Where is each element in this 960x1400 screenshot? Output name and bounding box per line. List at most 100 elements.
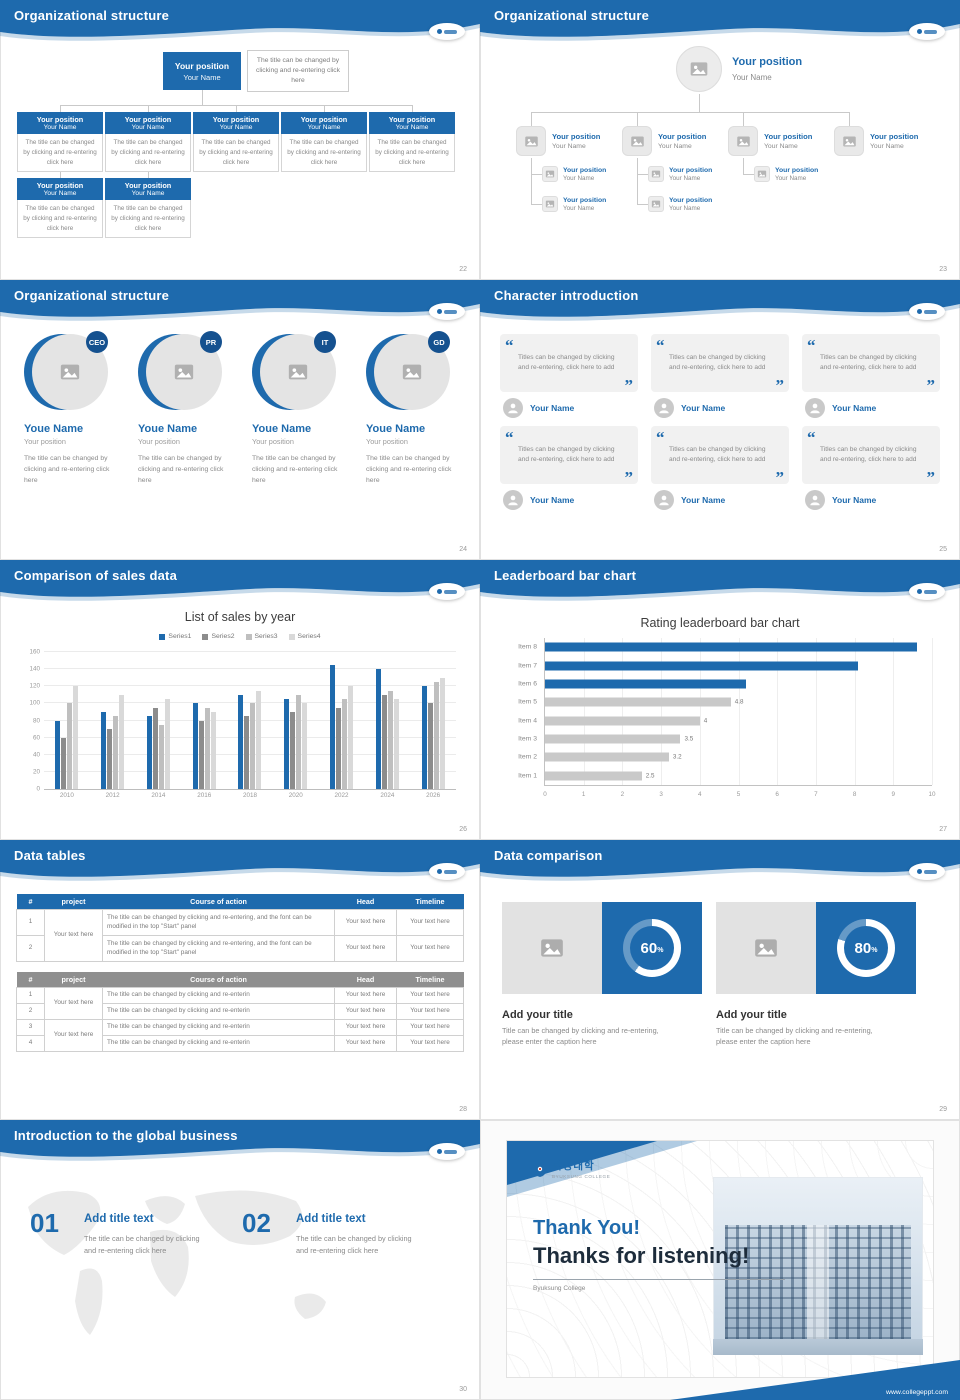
bar-value-label: 3.2 <box>672 753 682 761</box>
percent-value: 80 <box>854 939 872 957</box>
cell-timeline: Your text here <box>396 1019 464 1036</box>
table-header-row: # project Course of action Head Timeline <box>16 894 464 910</box>
x-axis-tick: 2024 <box>380 792 395 799</box>
quote-author-name: Your Name <box>681 495 726 505</box>
open-quote-icon: “ <box>656 428 665 447</box>
bar-value-label: 4.8 <box>734 698 744 706</box>
item-content: Add title text The title can be changed … <box>296 1213 437 1256</box>
slide-title: Organizational structure <box>14 8 170 23</box>
avatar <box>503 490 523 510</box>
slide-30-global-business[interactable]: Introduction to the global business 01 A… <box>0 1120 480 1400</box>
col-header-head: Head <box>334 972 397 988</box>
connector-line <box>637 158 638 204</box>
data-table-gray: # project Course of action Head Timeline… <box>16 972 464 1052</box>
org-mini-photo <box>542 166 558 182</box>
bar-Series3-2022 <box>342 699 348 789</box>
org-node-position: Your position <box>552 132 601 141</box>
bar-Item 8 <box>545 642 917 652</box>
gridline <box>44 651 456 652</box>
college-name-english: BYUKSUNG COLLEGE <box>552 1173 611 1179</box>
slide-25-character-introduction[interactable]: Character introduction “ Titles can be c… <box>480 280 960 560</box>
slide-23-org-structure[interactable]: Organizational structure Your position Y… <box>480 0 960 280</box>
y-axis-tick: 140 <box>29 665 40 673</box>
y-axis-label: Item 3 <box>518 735 537 743</box>
x-axis-tick: 9 <box>891 791 896 798</box>
org-box-body: The title can be changed by clicking and… <box>193 134 279 173</box>
donut-chart: 60 % <box>623 919 681 977</box>
legend-label: Series2 <box>211 633 235 640</box>
slide-thank-you[interactable]: 벽성대학 BYUKSUNG COLLEGE Thank You! Thanks … <box>480 1120 960 1400</box>
org-node-position: Your position <box>658 132 707 141</box>
y-axis-label: Item 1 <box>518 772 537 780</box>
connector-line <box>60 171 61 178</box>
org-box-position: Your position <box>212 115 260 124</box>
slide-29-data-comparison[interactable]: Data comparison 60 <box>480 840 960 1120</box>
table-row: 1 Your text here The title can be change… <box>16 909 464 962</box>
connector-line <box>531 204 542 205</box>
org-node-photo <box>728 126 758 156</box>
panel-squares: 60 % <box>502 902 702 994</box>
y-axis-label: Item 2 <box>518 753 537 761</box>
connector-line <box>324 105 325 112</box>
open-quote-icon: “ <box>505 336 514 355</box>
header-logo-badge <box>909 303 945 320</box>
x-axis-tick: 1 <box>581 791 586 798</box>
image-placeholder-icon <box>174 364 194 380</box>
slide-26-sales-comparison-chart[interactable]: Comparison of sales data List of sales b… <box>0 560 480 840</box>
org-root-position: Your position <box>174 60 230 71</box>
slide-title: Comparison of sales data <box>14 568 178 583</box>
member-avatar: PR <box>138 331 222 412</box>
slide-27-leaderboard-chart[interactable]: Leaderboard bar chart Rating leaderboard… <box>480 560 960 840</box>
connector-line <box>743 112 744 126</box>
org-box-position: Your position <box>36 115 84 124</box>
org-node-photo <box>834 126 864 156</box>
slide-22-org-structure[interactable]: Organizational structure Your position Y… <box>0 0 480 280</box>
connector-line <box>849 112 850 126</box>
member-description: The title can be changed by clicking and… <box>138 455 224 484</box>
image-placeholder-icon <box>757 170 767 178</box>
slide-24-org-structure[interactable]: Organizational structure CEO Youe Na <box>0 280 480 560</box>
panel-caption: Title can be changed by clicking and re-… <box>716 1026 873 1046</box>
bar-Series4-2018 <box>256 690 262 789</box>
quote-bubble: “ Titles can be changed by clicking and … <box>500 334 638 394</box>
cell-course: The title can be changed by clicking and… <box>102 1003 335 1020</box>
org-mini-photo <box>648 196 664 212</box>
item-content: Add title text The title can be changed … <box>84 1213 225 1256</box>
org-root-box: Your position Your Name <box>163 52 241 90</box>
building-entrance <box>806 1225 830 1339</box>
page-number: 22 <box>459 266 467 273</box>
slide-28-data-tables[interactable]: Data tables # project Course of action H… <box>0 840 480 1120</box>
gridline <box>661 638 663 785</box>
member-name: Youe Name <box>138 423 198 435</box>
org-mini-position: Your position <box>775 166 819 174</box>
x-axis-tick: 6 <box>775 791 779 798</box>
org-mini-node: Your position Your Name <box>754 166 818 182</box>
org-box-name: Your Name <box>219 124 253 131</box>
org-box-body: The title can be changed by clicking and… <box>105 200 191 239</box>
logo-bar-icon <box>444 589 457 594</box>
cell-head: Your text here <box>334 1019 397 1036</box>
member-position: Your position <box>252 437 294 446</box>
x-axis-tick: 5 <box>736 791 741 798</box>
org-box: Your position Your Name The title can be… <box>105 112 191 173</box>
bar-Series3-2016 <box>204 707 210 789</box>
gridline <box>44 702 456 704</box>
org-node-name: Your Name <box>764 143 798 150</box>
header-wave <box>480 560 960 601</box>
cell-course: The title can be changed by clicking and… <box>102 1019 335 1036</box>
cell-num: 3 <box>16 1019 45 1036</box>
college-logo: 벽성대학 BYUKSUNG COLLEGE <box>533 1161 610 1179</box>
image-placeholder-icon <box>288 364 308 380</box>
header-wave <box>480 840 960 881</box>
panel-title: Add your title <box>502 1009 573 1021</box>
legend-item: Series3 <box>245 633 278 640</box>
org-box-body: The title can be changed by clicking and… <box>281 134 367 173</box>
image-placeholder-icon <box>524 136 538 146</box>
org-box: Your position Your Name The title can be… <box>105 178 191 239</box>
quote-text: Titles can be changed by clicking and re… <box>820 445 917 463</box>
logo-dot-icon <box>437 589 442 594</box>
connector-line <box>236 105 237 112</box>
legend-label: Series1 <box>168 633 192 640</box>
quote-footer: Your Name <box>500 490 638 510</box>
logo-dot-icon <box>437 29 442 34</box>
